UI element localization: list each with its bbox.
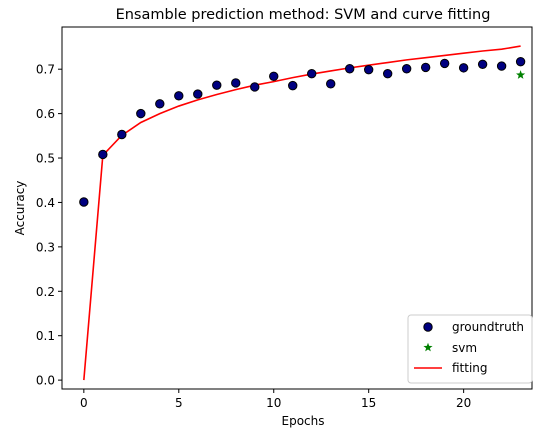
groundtruth-point (344, 64, 355, 74)
x-tick-label: 5 (175, 396, 183, 410)
svm-point (516, 70, 526, 79)
y-axis: 0.0 0.1 0.2 0.3 0.4 0.5 0.6 0.7 (36, 63, 62, 388)
groundtruth-point (439, 58, 450, 69)
groundtruth-point (515, 56, 526, 67)
groundtruth-point (212, 80, 222, 90)
plot-area (61, 26, 533, 390)
chart-title: Ensamble prediction method: SVM and curv… (116, 7, 491, 23)
groundtruth-point (363, 64, 374, 75)
groundtruth-point (458, 63, 469, 73)
y-tick-label: 0.4 (36, 196, 55, 210)
x-tick-label: 20 (456, 396, 471, 410)
legend-fitting-label: fitting (452, 361, 488, 375)
y-tick-label: 0.5 (36, 152, 55, 166)
y-axis-label: Accuracy (13, 181, 27, 236)
legend: groundtruth svm fitting (407, 314, 533, 384)
groundtruth-point (79, 197, 89, 207)
groundtruth-point (420, 62, 431, 73)
y-tick-label: 0.1 (36, 329, 55, 343)
x-tick-label: 0 (80, 396, 88, 410)
groundtruth-point (250, 82, 260, 92)
groundtruth-point (307, 68, 317, 79)
groundtruth-point (401, 64, 412, 74)
groundtruth-point (174, 91, 184, 101)
fitting-line-group (83, 45, 521, 381)
groundtruth-point (382, 68, 393, 79)
x-tick-label: 10 (266, 396, 281, 410)
legend-box (407, 314, 533, 384)
groundtruth-point (477, 59, 488, 70)
y-tick-label: 0.6 (36, 107, 55, 121)
legend-svm-label: svm (452, 341, 477, 355)
groundtruth-point (155, 99, 165, 109)
y-tick-label: 0.2 (36, 285, 55, 299)
fitting-line (83, 45, 521, 381)
x-axis-label: Epochs (282, 414, 325, 428)
y-tick-label: 0.3 (36, 240, 55, 254)
groundtruth-point (231, 78, 241, 88)
groundtruth-point (269, 71, 279, 82)
x-axis: 0 5 10 15 20 (80, 389, 471, 410)
y-tick-label: 0.0 (36, 374, 55, 388)
x-tick-label: 15 (361, 396, 376, 410)
legend-groundtruth-label: groundtruth (452, 320, 524, 334)
groundtruth-point (98, 149, 108, 160)
svm-points (516, 70, 526, 79)
groundtruth-points (79, 56, 526, 207)
groundtruth-point (136, 108, 146, 119)
legend-svm-marker (423, 342, 433, 352)
groundtruth-point (496, 61, 507, 71)
groundtruth-point (117, 129, 127, 140)
groundtruth-point (193, 89, 203, 99)
legend-groundtruth-marker (423, 322, 433, 332)
groundtruth-point (288, 80, 298, 91)
plot-frame (61, 26, 533, 390)
y-tick-label: 0.7 (36, 63, 55, 77)
groundtruth-point (326, 79, 336, 89)
